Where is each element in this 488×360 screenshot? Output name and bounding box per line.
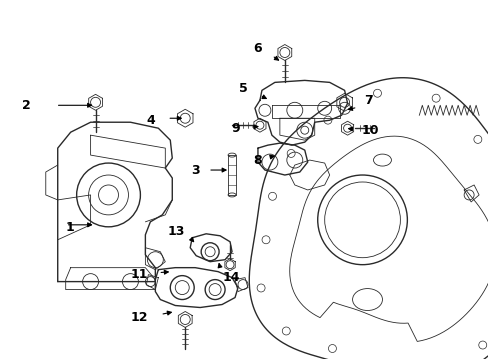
Text: 7: 7 <box>364 94 372 107</box>
Text: 8: 8 <box>253 154 262 167</box>
Text: 1: 1 <box>65 221 74 234</box>
Text: 3: 3 <box>191 163 200 176</box>
Text: 4: 4 <box>146 114 155 127</box>
Text: 5: 5 <box>239 82 247 95</box>
Text: 13: 13 <box>167 225 185 238</box>
Text: 12: 12 <box>131 311 148 324</box>
Text: 2: 2 <box>22 99 31 112</box>
Text: 10: 10 <box>361 124 378 137</box>
Text: 11: 11 <box>131 268 148 281</box>
Text: 6: 6 <box>253 42 262 55</box>
Text: 9: 9 <box>231 122 240 135</box>
Text: 14: 14 <box>222 271 239 284</box>
